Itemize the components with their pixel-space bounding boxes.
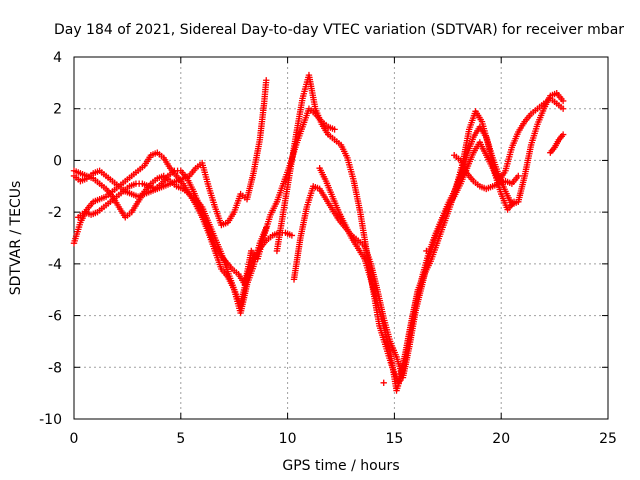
x-tick-label: 10 [279,431,297,447]
y-axis-title: SDTVAR / TECUs [8,181,24,296]
x-tick-label: 20 [492,431,510,447]
chart-title: Day 184 of 2021, Sidereal Day-to-day VTE… [54,22,624,38]
x-tick-label: 5 [176,431,185,447]
data-point [263,77,270,84]
grid-lines [74,57,608,419]
plot-frame [73,56,609,420]
x-axis-title: GPS time / hours [282,458,399,474]
y-tick-label: 2 [53,102,62,118]
x-tick-label: 25 [599,431,617,447]
y-tick-label: 0 [53,153,62,169]
data-point [559,105,567,112]
data-point [559,97,567,105]
y-tick-label: -10 [39,412,62,428]
y-tick-label: -2 [48,205,62,221]
x-tick-label: 15 [385,431,403,447]
x-tick-label: 0 [70,431,79,447]
y-tick-labels: -10 -8 -6 -4 -2 0 2 4 [39,50,62,428]
y-tick-label: -8 [48,360,62,376]
axis-ticks [73,56,609,420]
data-point [288,232,296,239]
data-point [380,379,387,386]
data-point [331,126,338,133]
data-points [70,71,567,394]
data-point [515,172,522,180]
y-tick-label: -4 [48,257,62,273]
x-tick-labels: 0 5 10 15 20 25 [70,431,617,447]
data-point [423,247,430,255]
y-tick-label: 4 [53,50,62,66]
data-point [559,131,567,138]
y-tick-label: -6 [48,309,62,325]
